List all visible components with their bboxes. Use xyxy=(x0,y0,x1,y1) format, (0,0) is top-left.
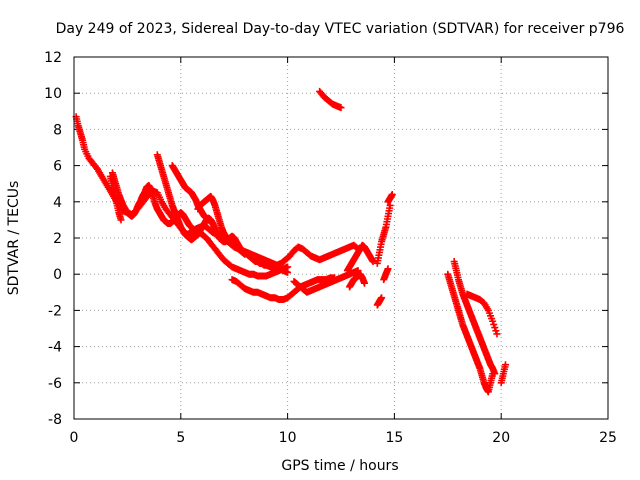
x-tick-label: 10 xyxy=(279,430,297,446)
y-tick-labels: -8 -6 -4 -2 0 2 4 6 8 10 12 xyxy=(44,50,62,428)
data-point xyxy=(491,370,499,378)
data-point xyxy=(209,220,217,228)
series-track-16 xyxy=(444,270,497,396)
y-tick-label: 4 xyxy=(53,195,62,211)
data-points xyxy=(72,87,509,396)
y-tick-label: 6 xyxy=(53,159,62,175)
y-tick-label: -4 xyxy=(48,340,62,356)
x-tick-label: 20 xyxy=(492,430,510,446)
x-axis-label: GPS time / hours xyxy=(281,458,398,474)
x-tick-label: 15 xyxy=(385,430,403,446)
data-point xyxy=(386,201,394,209)
data-point xyxy=(284,263,292,271)
x-tick-label: 5 xyxy=(176,430,185,446)
y-axis-label: SDTVAR / TECUs xyxy=(6,181,22,296)
data-point xyxy=(489,317,497,325)
y-tick-label: -2 xyxy=(48,303,62,319)
data-point xyxy=(384,265,392,273)
x-tick-labels: 0 5 10 15 20 25 xyxy=(70,430,617,446)
series-track-6 xyxy=(194,192,249,258)
data-point xyxy=(117,216,125,224)
y-tick-label: -6 xyxy=(48,376,62,392)
series-track-18 xyxy=(463,290,501,338)
series-track-9 xyxy=(316,87,345,112)
series-track-13 xyxy=(384,191,396,206)
data-point xyxy=(491,324,499,332)
data-point xyxy=(501,361,509,369)
data-point xyxy=(378,294,386,302)
x-tick-label: 25 xyxy=(599,430,617,446)
chart-title: Day 249 of 2023, Sidereal Day-to-day VTE… xyxy=(56,21,625,37)
data-point xyxy=(493,330,501,338)
x-tick-label: 0 xyxy=(70,430,79,446)
data-point xyxy=(369,258,377,266)
y-tick-label: 0 xyxy=(53,267,62,283)
series-track-12 xyxy=(373,201,394,267)
y-tick-label: 2 xyxy=(53,231,62,247)
series-track-8 xyxy=(290,267,362,296)
data-point xyxy=(490,320,498,328)
series-track-11 xyxy=(346,270,368,291)
y-tick-label: 10 xyxy=(44,86,62,102)
y-tick-label: 8 xyxy=(53,122,62,138)
series-track-14 xyxy=(373,294,386,309)
axis-ticks xyxy=(73,56,609,420)
series-track-3 xyxy=(153,151,292,280)
series-track-7 xyxy=(228,274,339,304)
data-point xyxy=(388,191,396,199)
data-point xyxy=(360,279,368,287)
plot-frame xyxy=(73,56,609,420)
data-point xyxy=(492,327,500,335)
series-track-5 xyxy=(106,172,125,224)
data-point xyxy=(241,250,249,258)
series-track-15 xyxy=(380,265,392,284)
y-tick-label: 12 xyxy=(44,50,62,66)
series-track-17 xyxy=(450,258,499,378)
grid xyxy=(74,57,608,419)
y-tick-label: -8 xyxy=(48,412,62,428)
data-point xyxy=(337,104,345,112)
series-track-19 xyxy=(497,361,509,387)
